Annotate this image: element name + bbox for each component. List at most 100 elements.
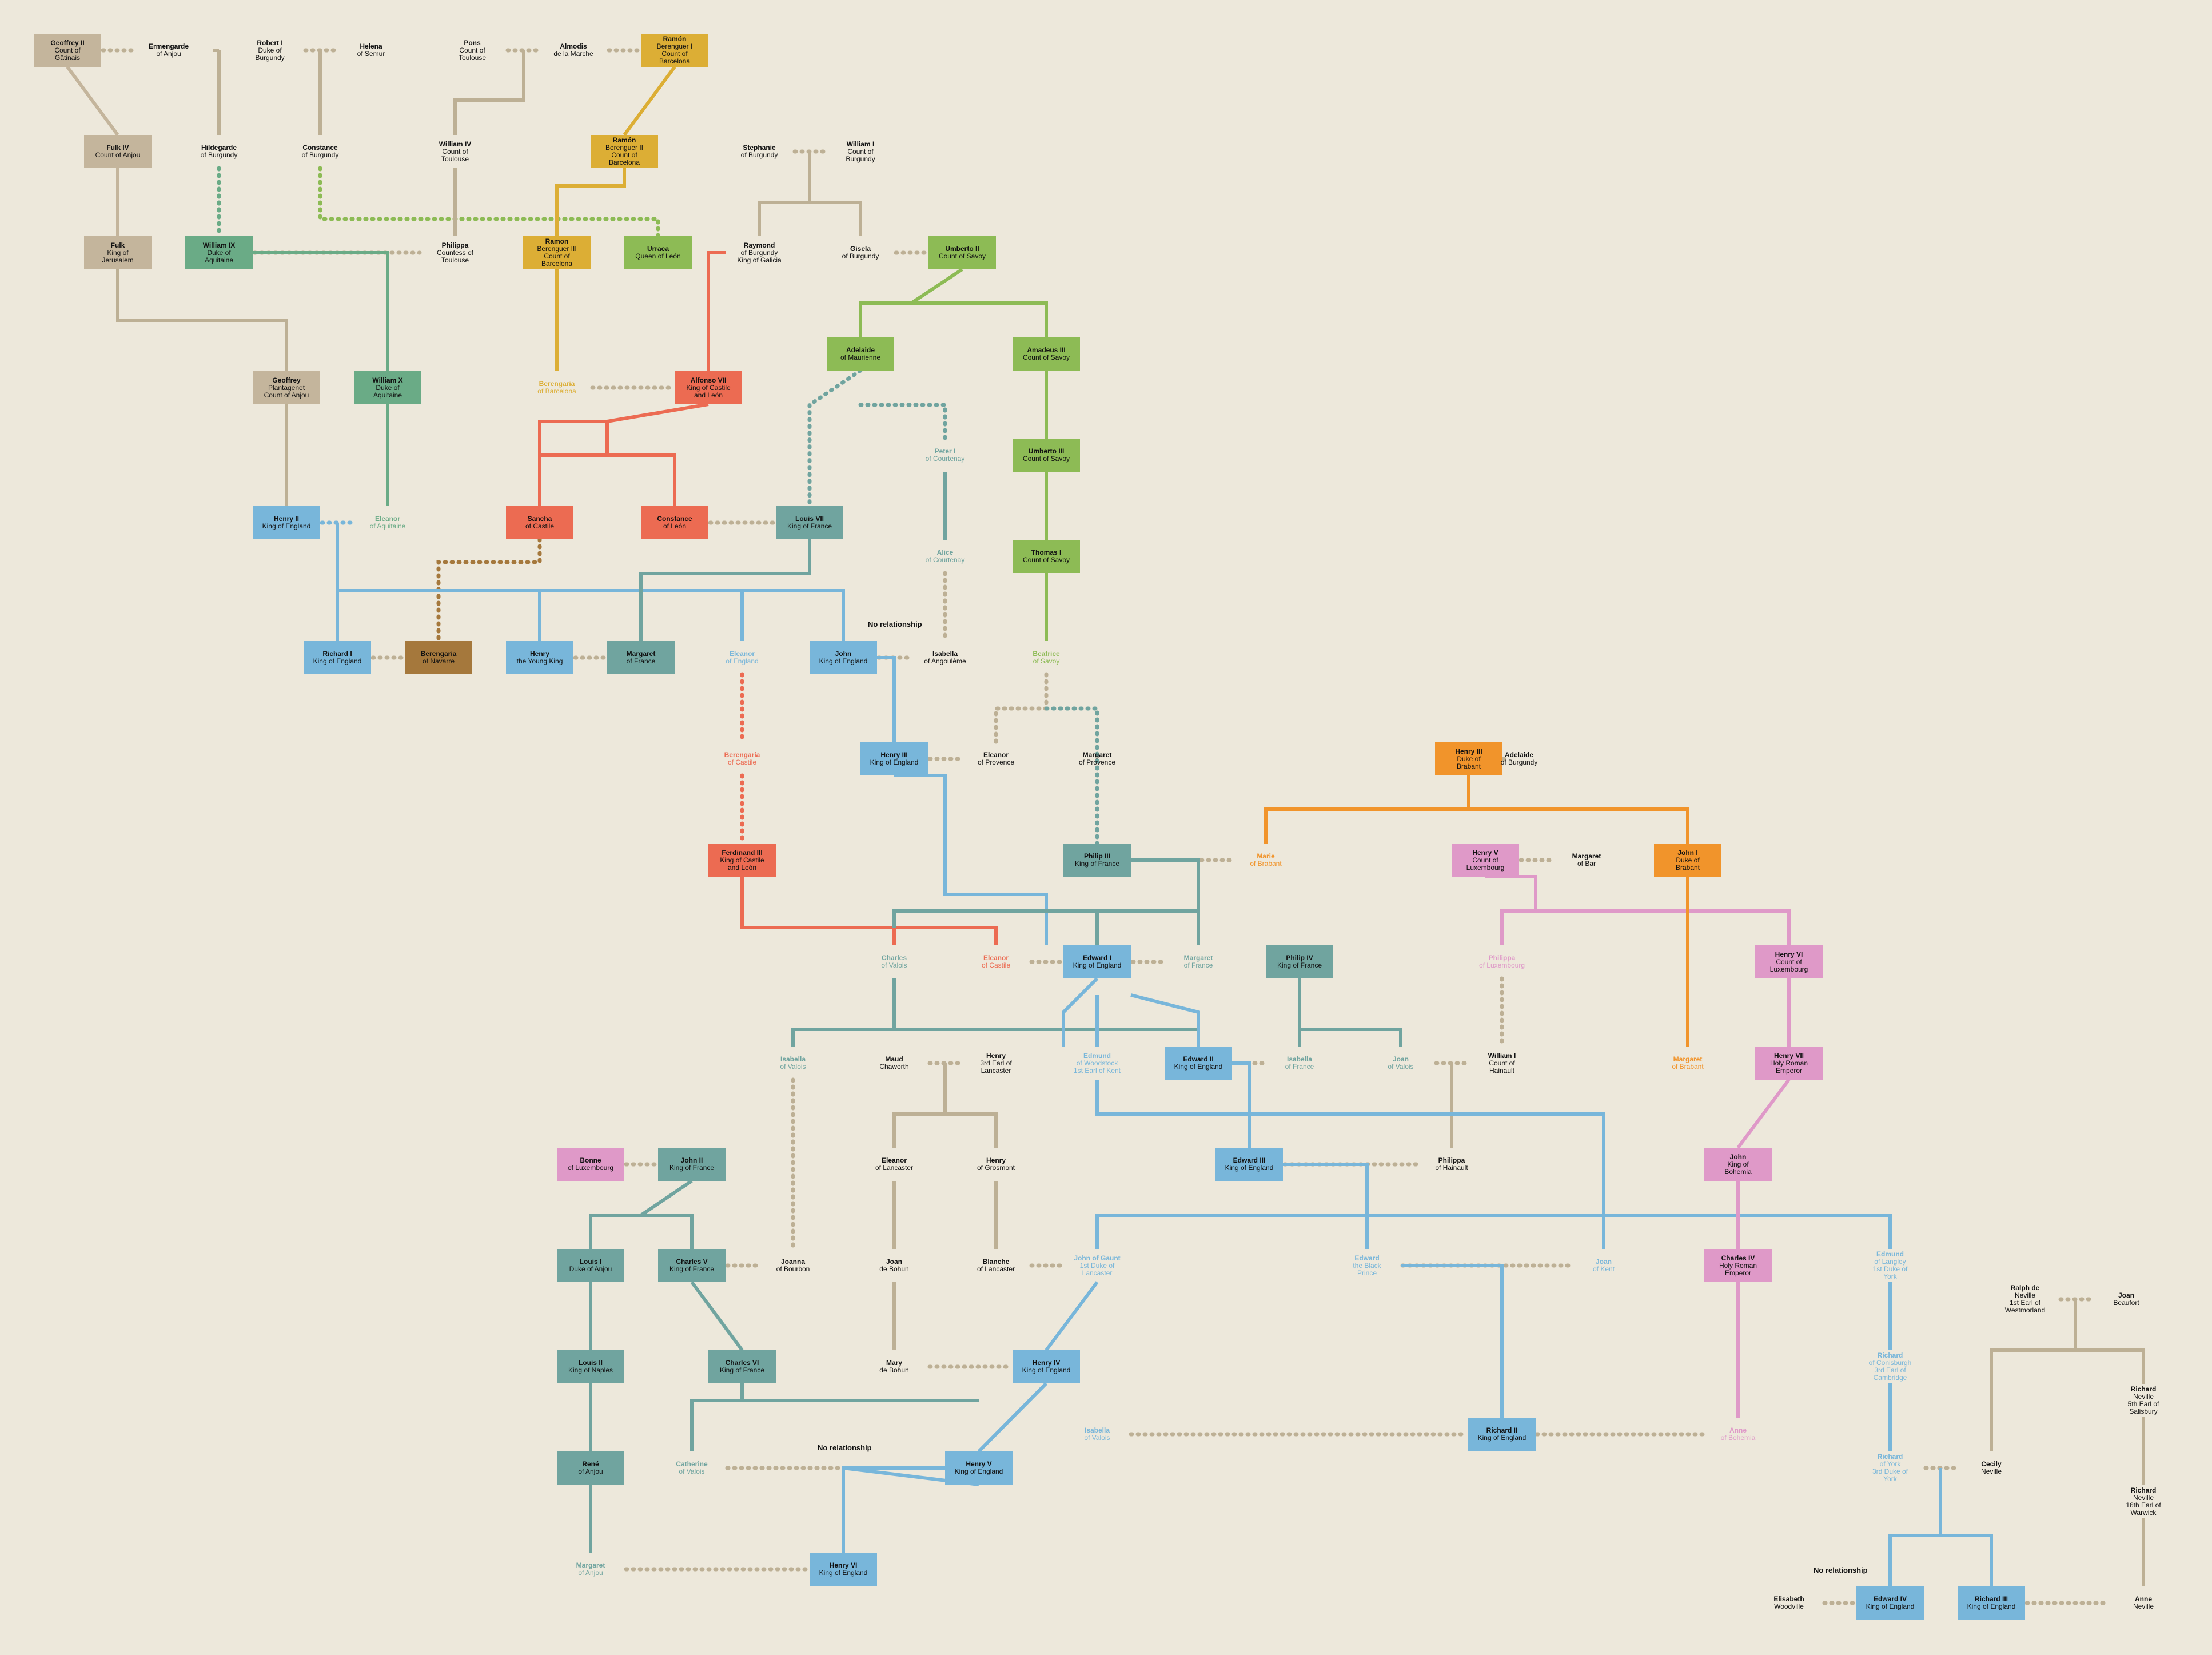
person-name-line: of Brabant bbox=[1672, 1063, 1704, 1071]
descent-link bbox=[1888, 1468, 1942, 1586]
person-philippa: Philippa Countess of Toulouse bbox=[421, 236, 489, 269]
person-name-line: Ferdinand III bbox=[722, 848, 763, 857]
person-charles6: Charles VI King of France bbox=[708, 1350, 776, 1383]
person-name-line: Geoffrey II bbox=[50, 38, 85, 47]
person-blanche: Blanche of Lancaster bbox=[962, 1249, 1030, 1282]
descent-link bbox=[453, 50, 525, 135]
person-sancha: Sancha of Castile bbox=[506, 506, 573, 539]
person-name-line: Luxembourg bbox=[1466, 863, 1505, 872]
person-constanceB: Constance of Burgundy bbox=[286, 135, 354, 168]
person-name-line: Louis I bbox=[579, 1258, 602, 1266]
descent-link bbox=[1131, 858, 1200, 945]
person-name-line: Ramón bbox=[663, 35, 687, 43]
person-name-line: Louis II bbox=[579, 1359, 603, 1367]
person-name-line: Margaret bbox=[1082, 751, 1112, 759]
person-edward1: Edward I King of England bbox=[1063, 945, 1131, 978]
person-name-line: King of bbox=[107, 248, 129, 257]
person-name-line: Jerusalem bbox=[102, 256, 134, 264]
person-william4: William IV Count of Toulouse bbox=[421, 135, 489, 168]
person-name-line: Charles V bbox=[676, 1258, 708, 1266]
person-henry5: Henry V King of England bbox=[945, 1451, 1013, 1485]
person-name-line: Henry bbox=[986, 1156, 1006, 1164]
person-ramon2: Ramón Berenguer II Count of Barcelona bbox=[591, 135, 658, 168]
person-richard1: Richard I King of England bbox=[304, 641, 371, 674]
person-name-line: King of France bbox=[1074, 860, 1120, 868]
person-name-line: Burgundy bbox=[255, 53, 285, 62]
person-name-line: 5th Earl of bbox=[2127, 1400, 2159, 1408]
person-name-line: Count of Savoy bbox=[1022, 556, 1070, 564]
person-name-line: Henry V bbox=[1472, 848, 1498, 857]
person-louis7: Louis VII King of France bbox=[776, 506, 843, 539]
person-name-line: of Bohemia bbox=[1720, 1434, 1756, 1442]
person-name-line: King of France bbox=[787, 522, 832, 530]
person-ermengarde: Ermengarde of Anjou bbox=[135, 34, 202, 67]
person-joannaB: Joanna of Bourbon bbox=[759, 1249, 827, 1282]
person-name-line: Eleanor bbox=[374, 515, 400, 523]
person-eleanorC: Eleanor of Castile bbox=[962, 945, 1030, 978]
person-name-line: Brabant bbox=[1456, 762, 1481, 770]
person-bonne: Bonne of Luxembourg bbox=[557, 1148, 624, 1181]
person-name-line: Woodville bbox=[1774, 1602, 1804, 1610]
person-henryYK: Henry the Young King bbox=[506, 641, 573, 674]
person-name-line: of Valois bbox=[679, 1467, 705, 1475]
person-name-line: King of England bbox=[1174, 1063, 1223, 1071]
descent-link bbox=[589, 1179, 693, 1249]
person-name-line: and León bbox=[694, 391, 723, 399]
person-name-line: Stephanie bbox=[743, 144, 776, 152]
person-joanV: Joan of Valois bbox=[1367, 1047, 1434, 1080]
person-name-line: Cambridge bbox=[1873, 1374, 1907, 1382]
marriage-link bbox=[807, 368, 863, 508]
person-name-line: Fulk IV bbox=[106, 144, 129, 152]
descent-link bbox=[1736, 1079, 1791, 1149]
person-name-line: John II bbox=[680, 1156, 703, 1164]
person-name-line: Joan bbox=[2118, 1291, 2134, 1299]
person-name-line: Thomas I bbox=[1031, 548, 1062, 556]
descent-link bbox=[253, 251, 389, 371]
person-name-line: Joanna bbox=[780, 1258, 805, 1266]
person-name-line: Richard bbox=[1877, 1351, 1903, 1359]
person-pons: Pons Count of Toulouse bbox=[439, 34, 506, 67]
person-name-line: Philip III bbox=[1083, 852, 1110, 860]
person-name-line: Prince bbox=[1357, 1268, 1377, 1277]
person-name-line: Peter I bbox=[934, 447, 956, 455]
person-william9: William IX Duke of Aquitaine bbox=[185, 236, 253, 269]
person-name-line: John of Gaunt bbox=[1074, 1254, 1121, 1262]
person-name-line: of Hainault bbox=[1435, 1164, 1468, 1172]
marriage-link bbox=[436, 537, 542, 643]
person-name-line: Berengaria bbox=[539, 380, 575, 388]
person-name-line: King of England bbox=[819, 1569, 868, 1577]
person-name-line: Beaufort bbox=[2113, 1299, 2139, 1307]
person-name-line: King of England bbox=[954, 1467, 1003, 1475]
person-name-line: Joan bbox=[1595, 1258, 1612, 1266]
descent-link bbox=[894, 774, 1048, 945]
person-name-line: de Bohun bbox=[879, 1265, 909, 1273]
person-name-line: of Castile bbox=[727, 758, 757, 766]
person-name-line: of Burgundy bbox=[200, 151, 238, 159]
person-name-line: Charles bbox=[881, 954, 907, 962]
person-anneN: Anne Neville bbox=[2110, 1586, 2177, 1620]
person-name-line: Aquitaine bbox=[373, 391, 402, 399]
person-isabellaA: Isabella of Angoulême bbox=[911, 641, 979, 674]
person-name-line: of York bbox=[1879, 1460, 1901, 1468]
person-name-line: of Woodstock bbox=[1076, 1059, 1118, 1067]
person-name-line: of Castile bbox=[981, 961, 1011, 969]
person-name-line: Duke of bbox=[207, 248, 231, 257]
person-henryLan: Henry 3rd Earl of Lancaster bbox=[962, 1047, 1030, 1080]
person-maud: Maud Chaworth bbox=[860, 1047, 928, 1080]
person-name-line: Edward II bbox=[1183, 1055, 1214, 1063]
person-beatrice: Beatrice of Savoy bbox=[1013, 641, 1080, 674]
person-name-line: Neville bbox=[2014, 1291, 2035, 1299]
person-edmundL: Edmund of Langley 1st Duke of York bbox=[1856, 1249, 1924, 1282]
person-name-line: Robert I bbox=[257, 38, 283, 47]
person-name-line: Umberto III bbox=[1028, 447, 1065, 455]
person-name-line: of Valois bbox=[1084, 1434, 1110, 1442]
person-name-line: Count of bbox=[1472, 856, 1498, 864]
person-name-line: Constance bbox=[657, 515, 692, 523]
person-name-line: King of Castile bbox=[686, 383, 731, 392]
descent-link bbox=[1283, 1163, 1369, 1249]
person-name-line: Henry IV bbox=[1032, 1359, 1061, 1367]
descent-link bbox=[1300, 1028, 1402, 1047]
person-name-line: Hildegarde bbox=[201, 144, 237, 152]
person-name-line: the Black bbox=[1353, 1261, 1381, 1270]
marriage-link bbox=[858, 403, 947, 441]
